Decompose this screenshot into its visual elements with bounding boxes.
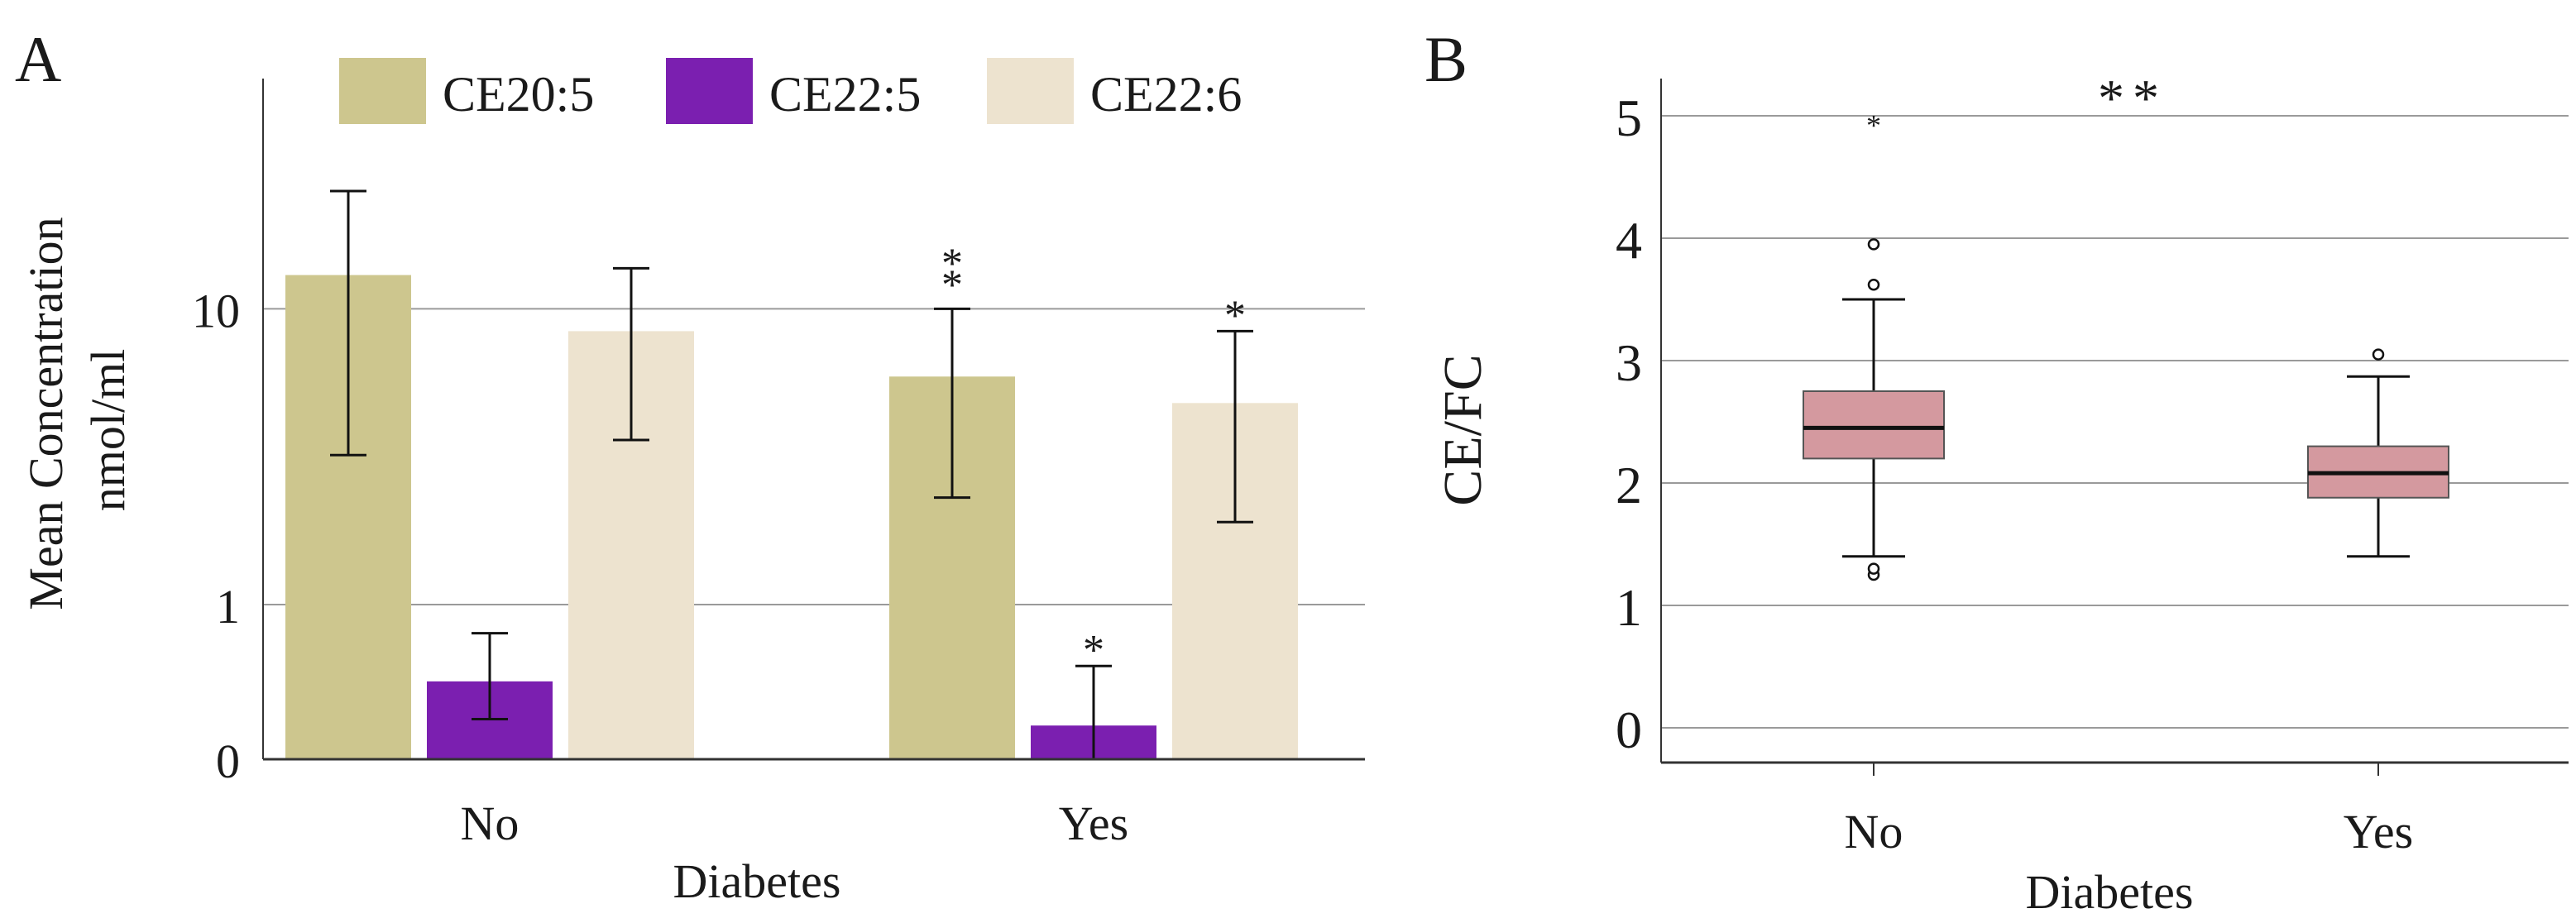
panel-a-significance-mark: * bbox=[941, 261, 963, 308]
panel-b-outlier bbox=[1867, 238, 1880, 251]
panel-b-y-tick-label: 0 bbox=[1616, 701, 1642, 759]
panel-b-outlier bbox=[1867, 562, 1880, 575]
panel-a-x-ticks: No Yes bbox=[461, 796, 1129, 850]
panel-a-legend: CE20:5 CE22:5 CE22:6 bbox=[339, 58, 1242, 124]
panel-a-y-tick-label: 1 bbox=[216, 580, 240, 634]
panel-b-xlabel: Diabetes bbox=[2026, 865, 2194, 919]
panel-b-y-tick-label: 1 bbox=[1616, 578, 1642, 637]
panel-b-significance-label: ** bbox=[2098, 69, 2167, 127]
panel-b-extreme-mark: * bbox=[1866, 108, 1881, 141]
panel-b-box-No bbox=[1803, 390, 1945, 460]
panel-b-y-tick-label: 2 bbox=[1616, 456, 1642, 514]
panel-b-gridlines bbox=[1661, 115, 2569, 729]
panel-a-significance-mark: * bbox=[941, 240, 963, 287]
panel-b-letter: B bbox=[1424, 23, 1468, 95]
panel-a-legend-label: CE22:6 bbox=[1090, 67, 1242, 122]
panel-a-ylabel-line2: nmol/ml bbox=[81, 349, 135, 512]
panel-a-legend-label: CE22:5 bbox=[769, 67, 921, 122]
panel-a-y-tick-label: 0 bbox=[216, 734, 240, 788]
panel-b-x-ticks: No Yes bbox=[1845, 763, 2413, 858]
panel-b-outlier bbox=[2372, 348, 2385, 361]
panel-a-bars: **** bbox=[285, 189, 1298, 761]
panel-b-ylabel: CE/FC bbox=[1433, 354, 1493, 505]
panel-b-outlier bbox=[1867, 278, 1880, 291]
panel-a-significance-mark: * bbox=[1224, 292, 1246, 339]
panel-b: B * 0 1 2 3 4 5 No Yes ** CE/FC Diabetes bbox=[1424, 23, 2569, 919]
panel-a-xlabel: Diabetes bbox=[673, 854, 841, 908]
panel-b-x-tick-label: Yes bbox=[2344, 805, 2413, 858]
panel-a-x-tick-label: Yes bbox=[1059, 796, 1128, 850]
panel-a-letter: A bbox=[15, 23, 61, 95]
panel-b-x-tick-label: No bbox=[1845, 805, 1903, 858]
panel-b-boxes: * bbox=[1803, 108, 2449, 581]
panel-a-ylabel-line1: Mean Concentration bbox=[19, 217, 73, 610]
panel-b-y-ticks: 0 1 2 3 4 5 bbox=[1616, 88, 1642, 759]
panel-a-y-tick-label: 10 bbox=[192, 284, 240, 337]
panel-a-legend-swatch bbox=[666, 58, 753, 124]
panel-b-y-tick-label: 3 bbox=[1616, 333, 1642, 392]
panel-a-legend-swatch bbox=[987, 58, 1074, 124]
panel-b-y-tick-label: 5 bbox=[1616, 88, 1642, 147]
panel-a-legend-swatch bbox=[339, 58, 426, 124]
panel-a-y-ticks: 0 1 10 bbox=[192, 284, 240, 788]
panel-a-legend-label: CE20:5 bbox=[443, 67, 594, 122]
panel-a-significance-mark: * bbox=[1083, 627, 1104, 674]
panel-a-x-tick-label: No bbox=[461, 796, 520, 850]
panel-b-y-tick-label: 4 bbox=[1616, 211, 1642, 270]
